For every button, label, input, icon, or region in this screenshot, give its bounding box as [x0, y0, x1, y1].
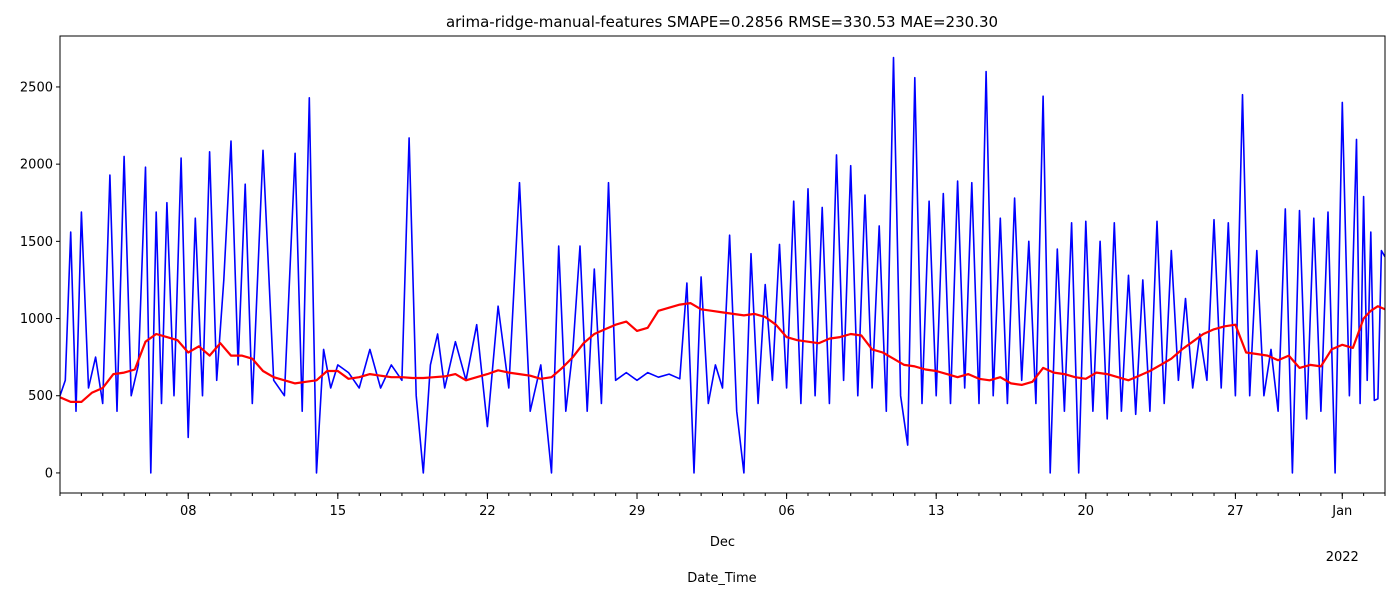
x-secondary-label: Dec	[710, 535, 735, 550]
y-tick-label: 1500	[20, 235, 53, 250]
series-layer	[60, 56, 1385, 474]
y-tick-label: 1000	[20, 312, 53, 327]
x-tick-label: 20	[1078, 504, 1095, 519]
x-tick-label: 22	[479, 504, 496, 519]
x-axis: 08 15 22 29 06 13 20 27 Jan Dec 2022	[59, 493, 1386, 565]
y-tick-label: 500	[28, 389, 53, 404]
x-tick-label: 08	[180, 504, 197, 519]
y-tick-label: 2500	[20, 80, 53, 95]
x-secondary-label: 2022	[1326, 550, 1359, 565]
series-line-0	[60, 56, 1385, 474]
y-tick-label: 0	[45, 466, 53, 481]
x-axis-label: Date_Time	[687, 571, 756, 586]
x-tick-label: 15	[330, 504, 347, 519]
chart-title: arima-ridge-manual-features SMAPE=0.2856…	[446, 13, 998, 31]
x-tick-label: 29	[629, 504, 646, 519]
series-line-1	[60, 302, 1385, 403]
x-tick-label: 27	[1227, 504, 1244, 519]
x-tick-label: 13	[928, 504, 945, 519]
y-axis: 0 500 1000 1500 2000 2500	[20, 80, 60, 481]
x-tick-label: Jan	[1331, 504, 1352, 519]
x-tick-label: 06	[778, 504, 795, 519]
y-tick-label: 2000	[20, 158, 53, 173]
